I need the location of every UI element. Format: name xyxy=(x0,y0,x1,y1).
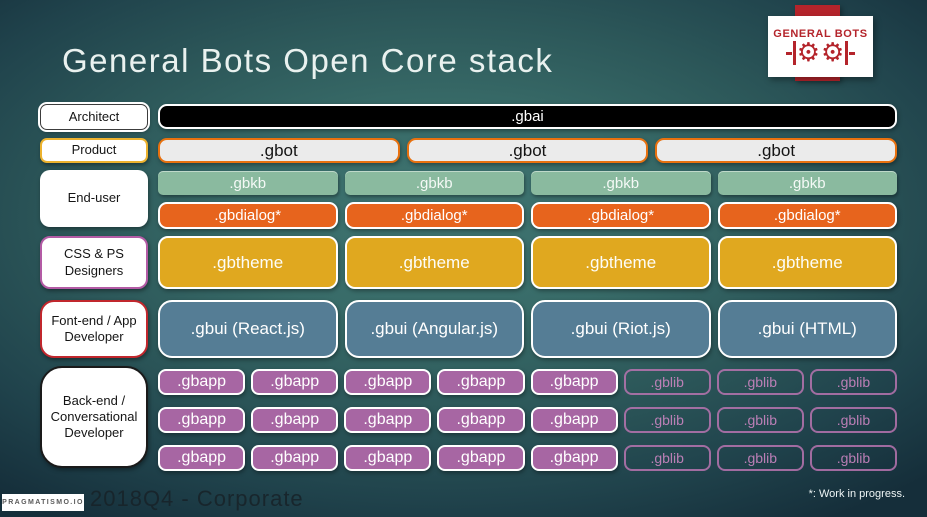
role-label-line: Back-end / xyxy=(62,392,126,408)
gbapp-box: .gbapp xyxy=(158,407,246,433)
gbkb-box: .gbkb xyxy=(717,171,897,195)
gbkb-box: .gbkb xyxy=(158,171,338,195)
gbkb-box: .gbkb xyxy=(344,171,524,195)
page-title: General Bots Open Core stack xyxy=(62,42,554,79)
role-label-end-user: End-user xyxy=(40,170,148,227)
role-label-backend-conversational-developer: Back-end / Conversational Developer xyxy=(40,366,148,468)
row-gbkb: .gbkb .gbkb .gbkb .gbkb xyxy=(158,171,897,195)
gbtheme-box: .gbtheme xyxy=(344,236,524,289)
row-gbai: .gbai xyxy=(158,104,897,129)
gbapp-box: .gbapp xyxy=(437,445,525,471)
gbtheme-box: .gbtheme xyxy=(717,236,897,289)
gears-icon: ⚙ ⚙ xyxy=(785,38,856,68)
gbapp-box: .gbapp xyxy=(251,445,339,471)
gbai-box: .gbai xyxy=(158,104,897,129)
row-gbdialog: .gbdialog* .gbdialog* .gbdialog* .gbdial… xyxy=(158,202,897,229)
role-label-line: Font-end / App xyxy=(51,312,137,328)
gblib-box: .gblib xyxy=(716,369,804,395)
row-gbui: .gbui (React.js) .gbui (Angular.js) .gbu… xyxy=(158,300,897,358)
pragmatismo-logo: PRAGMATISMO.IO xyxy=(2,494,84,511)
gbapp-box: .gbapp xyxy=(344,369,432,395)
gbui-html-box: .gbui (HTML) xyxy=(717,300,897,358)
gblib-box: .gblib xyxy=(623,369,711,395)
gbtheme-box: .gbtheme xyxy=(531,236,711,289)
gbtheme-box: .gbtheme xyxy=(158,236,338,289)
role-label-frontend-app-developer: Font-end / App Developer xyxy=(40,300,148,358)
gbapp-box: .gbapp xyxy=(437,369,525,395)
gear-bar-icon xyxy=(849,51,856,55)
gear-bar-icon xyxy=(845,41,849,65)
role-label-product: Product xyxy=(40,138,148,163)
gbapp-box: .gbapp xyxy=(158,445,246,471)
row-backend-3: .gbapp .gbapp .gbapp .gbapp .gbapp .gbli… xyxy=(158,445,897,471)
gear-icon: ⚙ xyxy=(796,38,820,68)
gblib-box: .gblib xyxy=(809,407,897,433)
row-backend-1: .gbapp .gbapp .gbapp .gbapp .gbapp .gbli… xyxy=(158,369,897,395)
gbapp-box: .gbapp xyxy=(251,369,339,395)
row-gbot: .gbot .gbot .gbot xyxy=(158,138,897,163)
gbdialog-box: .gbdialog* xyxy=(158,202,338,229)
gbkb-box: .gbkb xyxy=(531,171,711,195)
gbot-box: .gbot xyxy=(655,138,897,163)
work-in-progress-note: *: Work in progress. xyxy=(808,488,905,500)
gbot-box: .gbot xyxy=(158,138,400,163)
gbui-riot-box: .gbui (Riot.js) xyxy=(531,300,711,358)
gblib-box: .gblib xyxy=(623,407,711,433)
role-label-line: Designers xyxy=(64,262,124,278)
gbapp-box: .gbapp xyxy=(530,445,618,471)
gblib-box: .gblib xyxy=(716,407,804,433)
gbui-angular-box: .gbui (Angular.js) xyxy=(344,300,524,358)
gbui-react-box: .gbui (React.js) xyxy=(158,300,338,358)
gear-bar-icon xyxy=(792,41,796,65)
role-label-line: Developer xyxy=(64,425,124,441)
footer-edition: 2018Q4 - Corporate xyxy=(90,486,304,511)
role-label-text: Architect xyxy=(68,108,120,124)
gbapp-box: .gbapp xyxy=(158,369,246,395)
gblib-box: .gblib xyxy=(716,445,804,471)
logo-brand-text: GENERAL BOTS xyxy=(773,28,868,40)
role-label-text: End-user xyxy=(67,190,121,206)
gbot-box: .gbot xyxy=(406,138,649,163)
gbdialog-box: .gbdialog* xyxy=(344,202,524,229)
general-bots-logo: GENERAL BOTS ⚙ ⚙ xyxy=(768,16,873,77)
role-label-text: Product xyxy=(71,142,117,158)
role-label-architect: Architect xyxy=(40,104,148,130)
gbapp-box: .gbapp xyxy=(251,407,339,433)
gbapp-box: .gbapp xyxy=(344,407,432,433)
gear-icon: ⚙ xyxy=(821,38,845,68)
gbapp-box: .gbapp xyxy=(437,407,525,433)
role-label-line: Developer xyxy=(64,329,124,344)
role-label-line: Conversational xyxy=(50,408,138,424)
role-label-line: CSS & PS xyxy=(64,246,124,262)
gear-bar-icon xyxy=(785,51,792,55)
gbapp-box: .gbapp xyxy=(530,407,618,433)
gblib-box: .gblib xyxy=(809,445,897,471)
role-label-css-ps-designers: CSS & PS Designers xyxy=(40,236,148,289)
row-backend-2: .gbapp .gbapp .gbapp .gbapp .gbapp .gbli… xyxy=(158,407,897,433)
gbapp-box: .gbapp xyxy=(344,445,432,471)
gbapp-box: .gbapp xyxy=(530,369,618,395)
row-gbtheme: .gbtheme .gbtheme .gbtheme .gbtheme xyxy=(158,236,897,289)
gblib-box: .gblib xyxy=(809,369,897,395)
gbdialog-box: .gbdialog* xyxy=(717,202,897,229)
gblib-box: .gblib xyxy=(623,445,711,471)
gbdialog-box: .gbdialog* xyxy=(531,202,711,229)
